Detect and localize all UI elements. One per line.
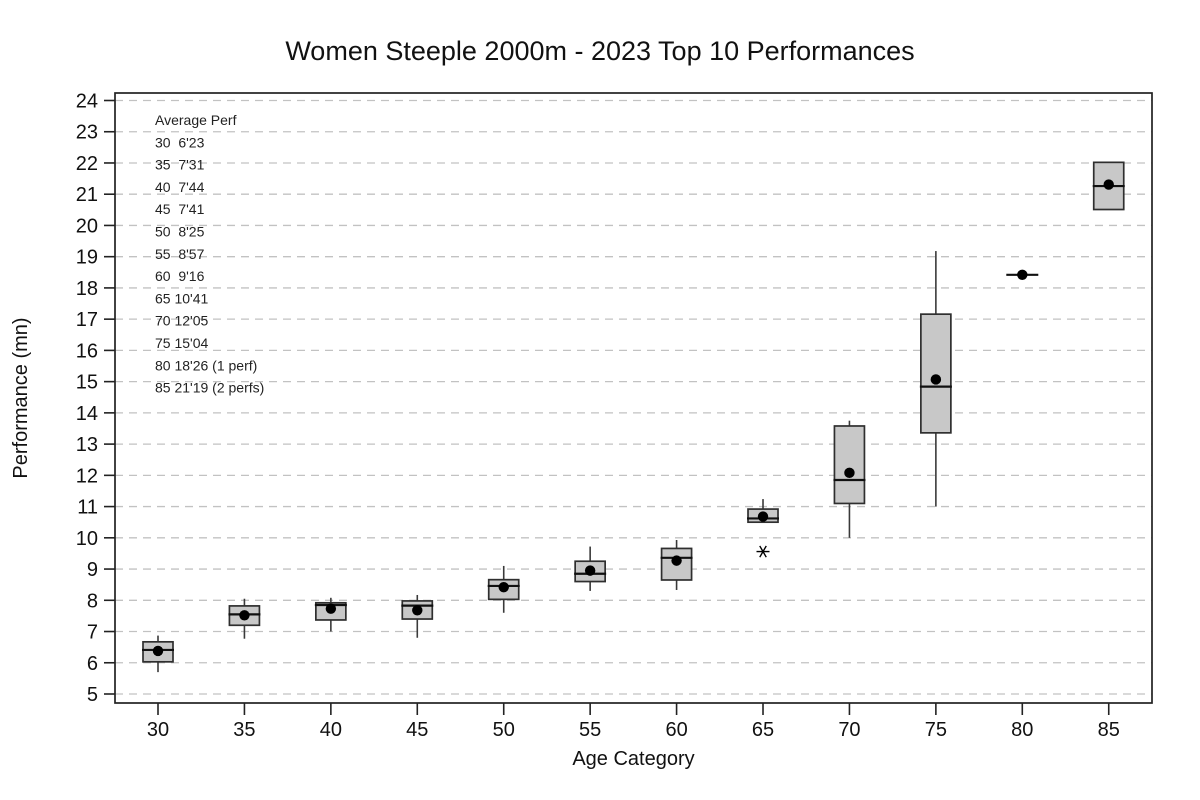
- box-group-85: [1092, 161, 1125, 211]
- x-tick-label: 70: [838, 719, 860, 741]
- y-tick-label: 12: [76, 465, 98, 487]
- box-group-30: [142, 635, 174, 673]
- annotation-line: 60 9'16: [155, 268, 205, 284]
- y-tick-label: 22: [76, 153, 98, 175]
- y-tick-label: 13: [76, 434, 98, 456]
- y-tick-label: 23: [76, 122, 98, 144]
- y-tick-label: 15: [76, 372, 98, 394]
- plot-frame: [114, 92, 1153, 704]
- x-tick-label: 45: [406, 719, 428, 741]
- y-tick-label: 18: [76, 278, 98, 300]
- y-tick-label: 17: [76, 309, 98, 331]
- y-tick-label: 5: [87, 684, 98, 706]
- y-tick-label: 11: [77, 497, 98, 519]
- mean-dot: [412, 605, 423, 616]
- y-tick-label: 20: [76, 215, 98, 237]
- mean-dot: [584, 565, 596, 576]
- box-group-50: [487, 565, 520, 613]
- x-tick-label: 55: [579, 719, 601, 741]
- iqr-box: [660, 547, 693, 581]
- x-tick-label: 65: [752, 719, 774, 741]
- x-axis-label: Age Category: [572, 748, 694, 770]
- box-group-80: [1006, 269, 1039, 280]
- average-perf-annotation: Average Perf 30 6'23 35 7'31 40 7'44 45 7'41…: [155, 112, 264, 396]
- x-tick-label: 30: [147, 719, 169, 741]
- annotation-line: 35 7'31: [155, 157, 205, 173]
- iqr-box: [920, 313, 952, 434]
- outlier-star: [756, 545, 770, 558]
- annotation-header: Average Perf: [155, 112, 237, 128]
- annotation-line: 40 7'44: [155, 179, 205, 195]
- y-tick-label: 24: [76, 90, 98, 112]
- outlier-arm: [759, 545, 767, 558]
- mean-dot: [498, 581, 509, 593]
- mean-dot: [152, 645, 164, 657]
- x-tick-label: 50: [493, 719, 515, 741]
- x-tick-label: 80: [1011, 719, 1033, 741]
- y-tick-label: 9: [87, 559, 98, 581]
- mean-dot: [757, 511, 769, 522]
- annotation-line: 55 8'57: [155, 246, 205, 262]
- x-tick-label: 60: [665, 719, 687, 741]
- x-axis: 30 35 40 45 50 55 60 65 70 75 80 85: [147, 703, 1120, 741]
- box-group-35: [228, 598, 261, 639]
- mean-dot: [930, 374, 942, 385]
- y-tick-label: 19: [76, 247, 98, 269]
- y-tick-label: 7: [87, 622, 98, 644]
- y-tick-label: 10: [76, 528, 98, 550]
- annotation-line: 65 10'41: [155, 290, 208, 306]
- mean-dot: [671, 555, 682, 566]
- x-tick-label: 85: [1098, 719, 1120, 741]
- y-tick-label: 16: [76, 340, 98, 362]
- annotation-line: 30 6'23: [155, 134, 205, 150]
- y-tick-label: 21: [76, 184, 98, 206]
- y-tick-label: 14: [76, 403, 98, 425]
- box-group-45: [401, 594, 434, 638]
- annotation-line: 45 7'41: [155, 201, 205, 217]
- y-tick-label: 8: [87, 590, 98, 612]
- box-group-55: [574, 546, 607, 591]
- annotation-line: 75 15'04: [155, 335, 208, 351]
- x-tick-label: 35: [233, 719, 255, 741]
- mean-dot: [1103, 179, 1114, 190]
- chart-title: Women Steeple 2000m - 2023 Top 10 Perfor…: [285, 36, 915, 66]
- box-group-75: [919, 251, 952, 507]
- mean-dot: [325, 603, 337, 614]
- box-group-40: [314, 597, 347, 632]
- mean-dot: [239, 610, 250, 621]
- annotation-line: 70 12'05: [155, 313, 208, 329]
- y-axis-label: Performance (mn): [10, 317, 32, 478]
- mean-dot: [1017, 269, 1028, 280]
- box-group-70: [833, 420, 866, 538]
- annotation-line: 80 18'26 (1 perf): [155, 357, 257, 373]
- box-group-65: [747, 499, 780, 558]
- iqr-box: [833, 425, 866, 505]
- boxes: [142, 161, 1125, 673]
- box-group-60: [660, 540, 693, 590]
- annotation-line: 85 21'19 (2 perfs): [155, 380, 264, 396]
- y-tick-label: 6: [87, 653, 98, 675]
- x-tick-label: 40: [320, 719, 342, 741]
- mean-dot: [844, 467, 855, 479]
- x-tick-label: 75: [925, 719, 947, 741]
- annotation-line: 50 8'25: [155, 224, 205, 240]
- y-axis: 5 6 7 8 9 10 11 12 13 14 15 16 17 18 19 20 21 22 23 24: [76, 90, 115, 706]
- gridlines: [115, 99, 1152, 695]
